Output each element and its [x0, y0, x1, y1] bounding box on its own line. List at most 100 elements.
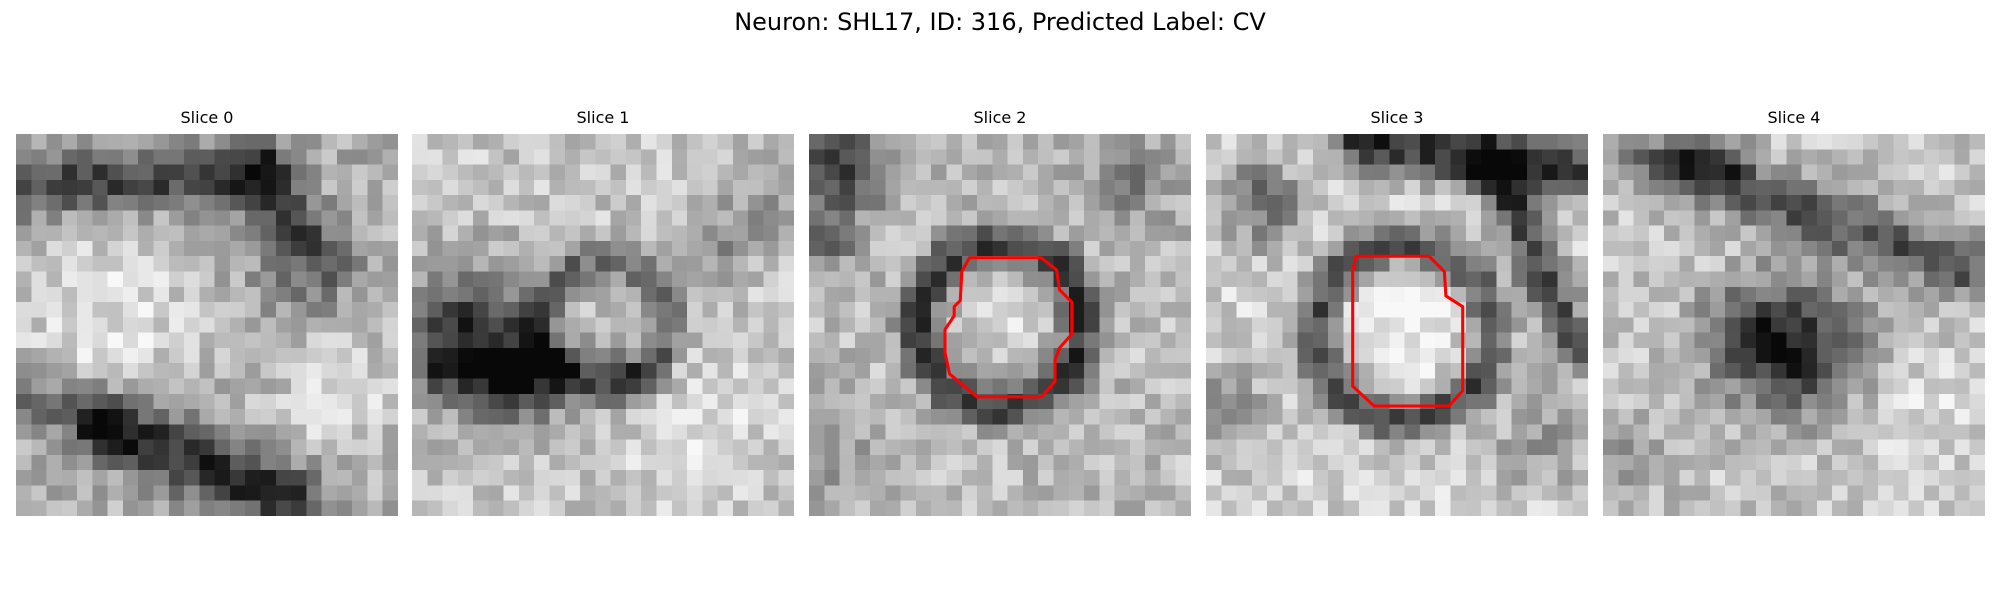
pixel [1419, 363, 1436, 379]
pixel [457, 195, 474, 211]
pixel [610, 164, 627, 181]
pixel [1740, 164, 1757, 181]
pixel [732, 393, 749, 410]
pixel [1572, 271, 1588, 288]
pixel [1129, 332, 1146, 349]
pixel [184, 210, 200, 226]
pixel [336, 256, 353, 272]
pixel [717, 317, 734, 333]
pixel [199, 454, 215, 471]
pixel [1832, 134, 1848, 150]
pixel [1206, 424, 1222, 440]
pixel [1282, 439, 1298, 456]
pixel [291, 363, 307, 379]
pixel [564, 393, 581, 410]
pixel [1022, 363, 1039, 379]
pixel [1251, 332, 1268, 349]
pixel [77, 240, 93, 257]
pixel [427, 439, 443, 456]
pixel [352, 317, 368, 333]
pixel [442, 179, 459, 196]
pixel [1878, 240, 1894, 257]
pixel [1206, 393, 1222, 410]
pixel [595, 454, 611, 471]
pixel [260, 195, 277, 211]
pixel [1450, 424, 1467, 440]
pixel [518, 500, 535, 516]
pixel [1084, 134, 1100, 150]
pixel [336, 409, 353, 425]
pixel [153, 347, 170, 364]
pixel [153, 225, 170, 242]
pixel [824, 485, 840, 502]
pixel [1664, 286, 1680, 303]
pixel [1328, 134, 1344, 150]
pixel [1832, 485, 1848, 502]
pixel [1419, 424, 1436, 440]
pixel [1557, 134, 1574, 150]
pixel [138, 134, 154, 150]
pixel [488, 485, 504, 502]
pixel [1771, 302, 1787, 318]
pixel [534, 439, 550, 456]
pixel [1679, 485, 1695, 502]
pixel [306, 302, 322, 318]
pixel [1618, 378, 1634, 395]
pixel [1312, 500, 1329, 516]
pixel [214, 164, 231, 181]
pixel [687, 149, 703, 165]
pixel [1282, 225, 1298, 242]
pixel [702, 256, 718, 272]
pixel [92, 500, 108, 516]
pixel [656, 195, 673, 211]
pixel [610, 225, 627, 242]
pixel [1084, 256, 1100, 272]
pixel [1939, 470, 1955, 486]
pixel [1939, 179, 1955, 196]
pixel [321, 378, 338, 395]
pixel [610, 302, 627, 318]
pixel [1862, 409, 1879, 425]
pixel [1129, 500, 1146, 516]
pixel [1099, 424, 1115, 440]
pixel [92, 393, 108, 410]
pixel [1145, 210, 1161, 226]
pixel [870, 225, 886, 242]
pixel [107, 164, 124, 181]
pixel [61, 179, 78, 196]
pixel [1740, 149, 1757, 165]
pixel [1160, 485, 1177, 502]
pixel [854, 500, 871, 516]
pixel [1022, 470, 1039, 486]
pixel [1816, 347, 1833, 364]
pixel [1175, 439, 1191, 456]
pixel [412, 347, 428, 364]
pixel [1404, 256, 1421, 272]
pixel [610, 149, 627, 165]
pixel [1328, 439, 1344, 456]
pixel [168, 240, 185, 257]
pixel [1771, 134, 1787, 150]
pixel [564, 332, 581, 349]
pixel [1603, 179, 1619, 196]
pixel [1099, 470, 1115, 486]
pixel [1954, 302, 1971, 318]
pixel [1633, 195, 1650, 211]
pixel [1771, 256, 1787, 272]
pixel [503, 271, 520, 288]
pixel [1297, 164, 1314, 181]
pixel [1801, 378, 1818, 395]
pixel [138, 149, 154, 165]
pixel [336, 363, 353, 379]
pixel [214, 195, 231, 211]
pixel [1648, 317, 1665, 333]
pixel [77, 393, 93, 410]
pixel [1221, 454, 1237, 471]
pixel [1175, 347, 1191, 364]
pixel [457, 240, 474, 257]
pixel [534, 179, 550, 196]
pixel [275, 332, 292, 349]
pixel [61, 149, 78, 165]
pixel [1908, 302, 1925, 318]
pixel [1786, 363, 1802, 379]
